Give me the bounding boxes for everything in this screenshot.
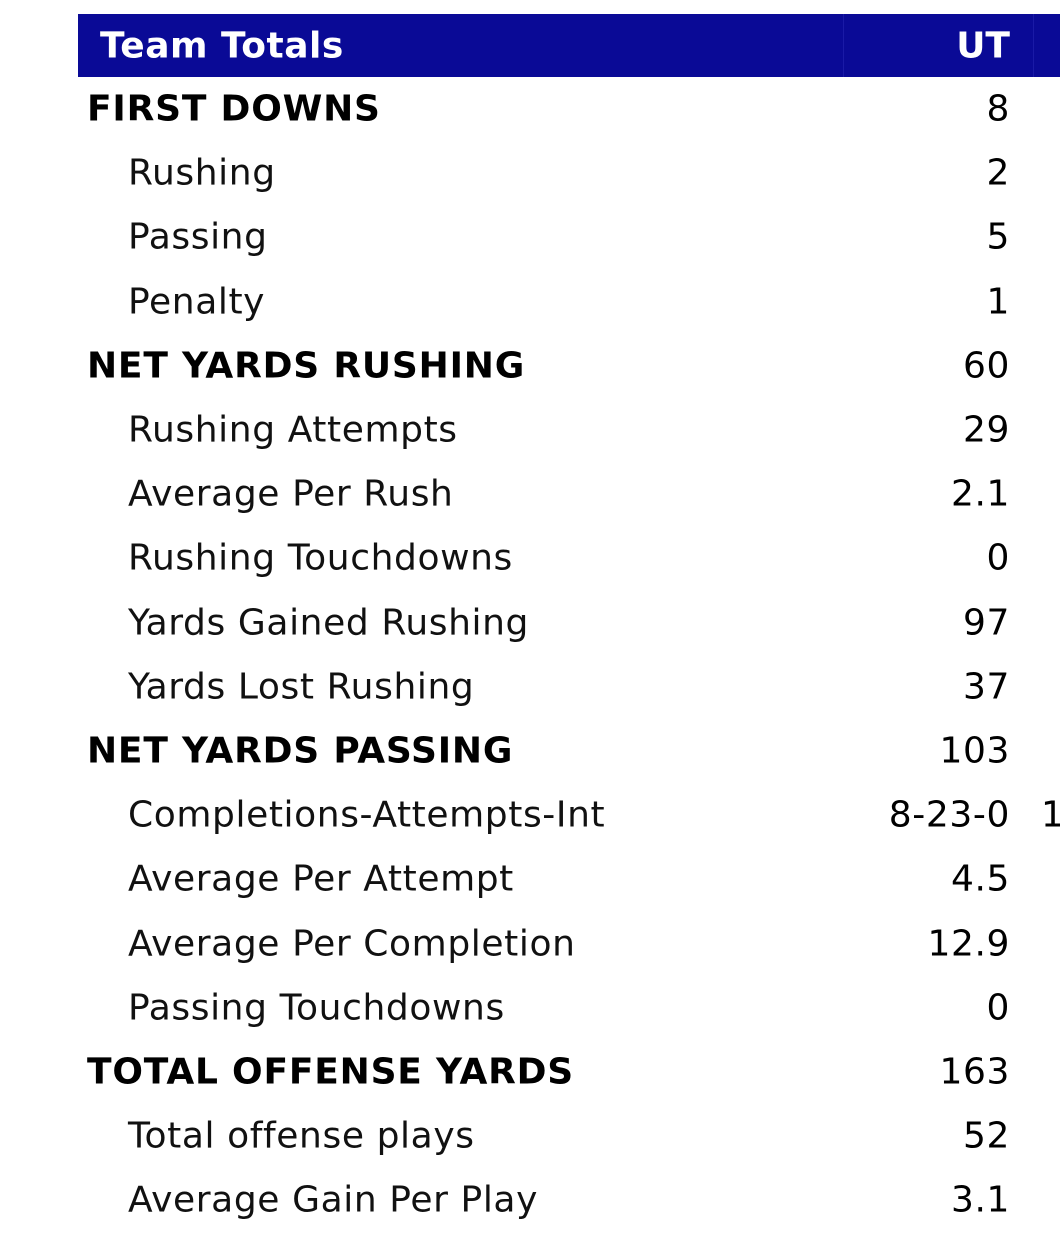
stat-row-rushing-first-downs: Rushing 2 — [78, 141, 1060, 205]
stat-label: Rushing Attempts — [128, 409, 458, 451]
stat-label: Completions-Attempts-Int — [128, 794, 606, 836]
stat-value: 2 — [986, 152, 1010, 194]
stat-label: Total offense plays — [128, 1115, 475, 1157]
stat-value: 8 — [986, 88, 1010, 130]
stat-value-next-column: 1 — [1041, 794, 1060, 836]
stat-label: FIRST DOWNS — [87, 88, 381, 130]
stat-label: NET YARDS PASSING — [87, 730, 514, 772]
stat-row-yards-lost-rushing: Yards Lost Rushing 37 — [78, 655, 1060, 719]
stat-label: Passing — [128, 216, 268, 258]
stat-row-net-yards-rushing: NET YARDS RUSHING 60 — [78, 334, 1060, 398]
stat-value: 12.9 — [927, 923, 1010, 965]
stat-label: Penalty — [128, 281, 266, 323]
stat-value: 4.5 — [950, 858, 1010, 900]
stat-value: 8-23-0 — [888, 794, 1010, 836]
stat-label: TOTAL OFFENSE YARDS — [87, 1051, 575, 1093]
stat-row-passing-touchdowns: Passing Touchdowns 0 — [78, 976, 1060, 1040]
stat-label: Average Per Attempt — [128, 858, 514, 900]
table-header: Team Totals UT — [78, 14, 1060, 77]
stat-value: 97 — [962, 602, 1010, 644]
table-title: Team Totals — [100, 25, 344, 66]
stat-row-average-per-attempt: Average Per Attempt 4.5 — [78, 847, 1060, 911]
stat-value: 37 — [962, 666, 1010, 708]
stat-label: Average Per Rush — [128, 473, 454, 515]
stat-row-average-per-completion: Average Per Completion 12.9 — [78, 911, 1060, 975]
stat-label: Average Per Completion — [128, 923, 576, 965]
stat-value: 103 — [939, 730, 1010, 772]
stat-row-average-gain-per-play: Average Gain Per Play 3.1 — [78, 1168, 1060, 1232]
stat-value: 5 — [986, 216, 1010, 258]
stat-row-total-offense-plays: Total offense plays 52 — [78, 1104, 1060, 1168]
stat-value: 52 — [962, 1115, 1010, 1157]
stat-value: 29 — [962, 409, 1010, 451]
stat-row-total-offense-yards: TOTAL OFFENSE YARDS 163 — [78, 1040, 1060, 1104]
stat-row-average-per-rush: Average Per Rush 2.1 — [78, 462, 1060, 526]
stat-row-first-downs: FIRST DOWNS 8 — [78, 77, 1060, 141]
stat-row-penalty-first-downs: Penalty 1 — [78, 270, 1060, 334]
stat-value: 0 — [986, 987, 1010, 1029]
stat-row-net-yards-passing: NET YARDS PASSING 103 — [78, 719, 1060, 783]
stat-value: 60 — [962, 345, 1010, 387]
stat-label: Yards Lost Rushing — [128, 666, 475, 708]
team-totals-table: Team Totals UT FIRST DOWNS 8 Rushing 2 P… — [78, 14, 1060, 1232]
stat-value: 2.1 — [950, 473, 1010, 515]
stat-row-rushing-attempts: Rushing Attempts 29 — [78, 398, 1060, 462]
stat-row-rushing-touchdowns: Rushing Touchdowns 0 — [78, 526, 1060, 590]
stat-value: 3.1 — [950, 1179, 1010, 1221]
stat-label: Average Gain Per Play — [128, 1179, 538, 1221]
stat-value: 163 — [939, 1051, 1010, 1093]
header-divider — [843, 14, 844, 77]
stat-value: 1 — [986, 281, 1010, 323]
stat-label: Passing Touchdowns — [128, 987, 505, 1029]
stat-row-passing-first-downs: Passing 5 — [78, 205, 1060, 269]
team-column-header: UT — [956, 25, 1010, 66]
stat-label: Rushing — [128, 152, 276, 194]
header-divider — [1033, 14, 1034, 77]
stat-value: 0 — [986, 537, 1010, 579]
stat-row-yards-gained-rushing: Yards Gained Rushing 97 — [78, 591, 1060, 655]
stat-label: Yards Gained Rushing — [128, 602, 529, 644]
stat-label: NET YARDS RUSHING — [87, 345, 526, 387]
stat-row-completions-attempts-int: Completions-Attempts-Int 8-23-0 1 — [78, 783, 1060, 847]
stat-label: Rushing Touchdowns — [128, 537, 513, 579]
